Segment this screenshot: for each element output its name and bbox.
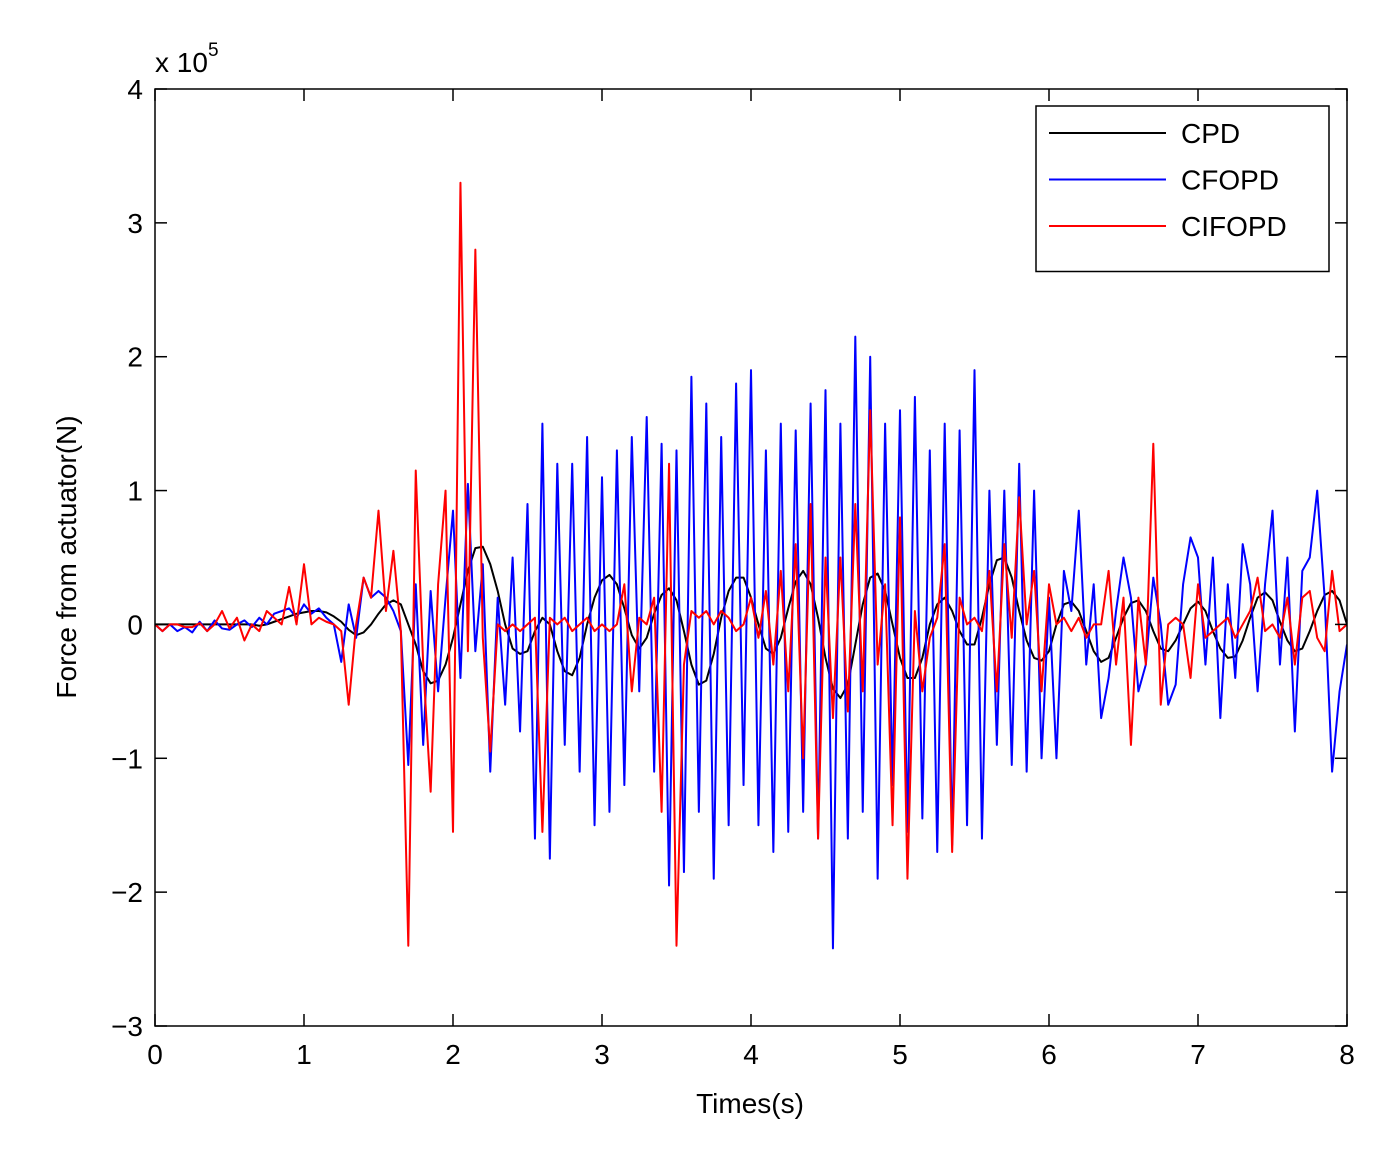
y-tick-label: 0 (127, 609, 143, 640)
y-axis-label: Force from actuator(N) (51, 415, 82, 698)
y-multiplier-exponent: 5 (208, 40, 219, 61)
y-tick-label: −1 (111, 743, 143, 774)
x-tick-label: 8 (1339, 1039, 1355, 1070)
legend-label: CIFOPD (1181, 211, 1287, 242)
x-tick-label: 3 (594, 1039, 610, 1070)
x-tick-label: 1 (296, 1039, 312, 1070)
y-multiplier-base: x 10 (155, 47, 208, 78)
y-tick-label: −3 (111, 1011, 143, 1042)
x-tick-label: 4 (743, 1039, 759, 1070)
data-line (155, 335, 1347, 950)
y-tick-label: 4 (127, 74, 143, 105)
x-axis-label: Times(s) (696, 1088, 804, 1119)
x-tick-label: 0 (147, 1039, 163, 1070)
y-multiplier: x 105 (155, 40, 219, 78)
data-line (155, 181, 1347, 947)
x-tick-label: 7 (1190, 1039, 1206, 1070)
y-tick-label: 3 (127, 208, 143, 239)
legend-label: CPD (1181, 118, 1240, 149)
x-tick-label: 2 (445, 1039, 461, 1070)
legend-label: CFOPD (1181, 165, 1279, 196)
y-tick-label: −2 (111, 877, 143, 908)
y-tick-label: 1 (127, 476, 143, 507)
x-tick-label: 5 (892, 1039, 908, 1070)
x-tick-label: 6 (1041, 1039, 1057, 1070)
y-tick-label: 2 (127, 342, 143, 373)
